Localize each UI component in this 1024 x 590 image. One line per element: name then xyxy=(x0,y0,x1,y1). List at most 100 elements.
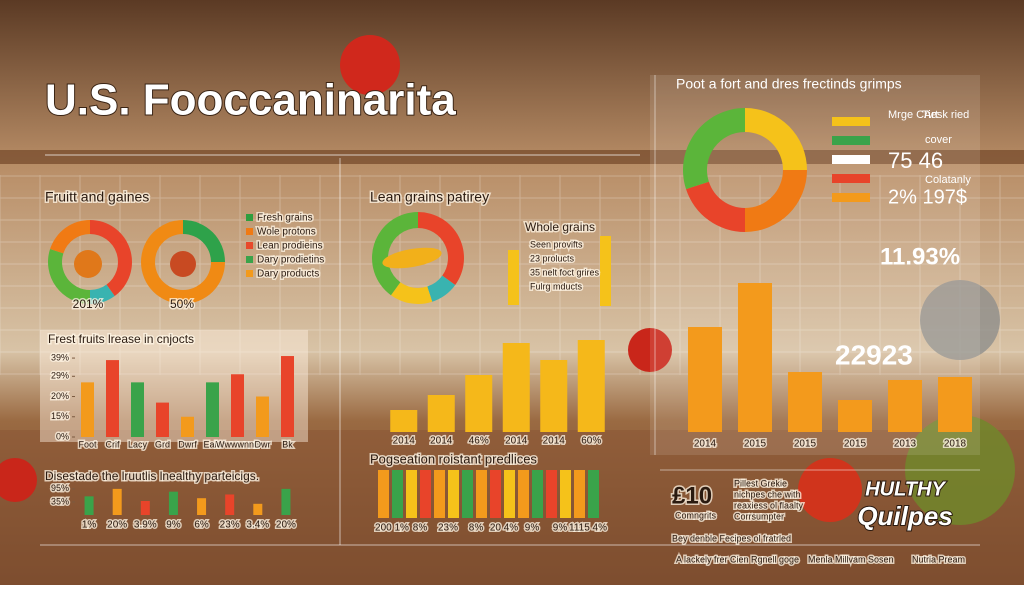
legend-label: Colatanly xyxy=(925,174,971,186)
x-tick-label: 2014 xyxy=(393,436,416,447)
stripe xyxy=(546,470,557,518)
x-tick-label: 2015 xyxy=(844,439,867,450)
legend-swatch xyxy=(832,193,870,202)
label: 201% xyxy=(73,297,104,311)
panel-title: Fruitt and gaines xyxy=(45,189,149,205)
bar xyxy=(156,402,169,437)
x-tick-label: 20 4% xyxy=(490,523,518,534)
bar xyxy=(81,382,94,437)
x-tick-label: 9% xyxy=(166,520,181,531)
decor-bar xyxy=(600,236,611,306)
donut-segment xyxy=(50,220,90,254)
x-tick-label: 23% xyxy=(438,523,458,534)
donut-segment xyxy=(372,212,418,296)
x-tick-label: Bk xyxy=(282,439,293,449)
stripe xyxy=(588,470,599,518)
bar xyxy=(427,395,455,432)
x-tick-label: 3.9% xyxy=(134,520,157,531)
x-tick-label: 46% xyxy=(469,436,489,447)
legend-swatch xyxy=(832,117,870,126)
stripe xyxy=(518,470,529,518)
bar xyxy=(738,283,772,432)
stripe xyxy=(406,470,417,518)
legend-label: Fulrg mducts xyxy=(530,281,583,291)
legend-label: 75 46 xyxy=(888,148,943,173)
blurb: Pillest Grekie xyxy=(734,478,787,488)
x-tick-label: 8% xyxy=(413,523,428,534)
bar xyxy=(106,360,119,437)
legend-swatch xyxy=(832,174,870,183)
x-tick-label: 2014 xyxy=(505,436,528,447)
x-tick-label: 1115 4% xyxy=(569,523,607,534)
stripe xyxy=(574,470,585,518)
legend-swatch xyxy=(832,155,870,164)
x-tick-label: Grd xyxy=(155,439,170,449)
chart-title: Pogseation roistant predlices xyxy=(370,451,537,466)
legend-label: Tiesk ried xyxy=(922,109,969,121)
donut-segment xyxy=(427,275,456,302)
footer-text: Nutria Pream xyxy=(912,554,965,564)
x-tick-label: 2014 xyxy=(543,436,566,447)
y-tick-label: 15% xyxy=(51,411,69,421)
legend-swatch xyxy=(246,242,253,249)
x-tick-label: 20% xyxy=(276,520,296,531)
x-tick-label: 2014 xyxy=(694,439,717,450)
logo: HULTHY xyxy=(865,478,946,500)
bar xyxy=(281,356,294,437)
bar xyxy=(168,491,178,515)
legend-swatch xyxy=(246,270,253,277)
y-tick-label: 39% xyxy=(51,352,69,362)
logo: Quilpes xyxy=(857,501,952,531)
donut-segment xyxy=(90,284,115,304)
stat: 22923 xyxy=(835,339,913,370)
title: U.S. Fooccaninarita xyxy=(45,76,456,125)
legend-swatch xyxy=(832,136,870,145)
bar xyxy=(281,488,291,515)
x-tick-label: 200 1% xyxy=(375,523,409,534)
x-tick-label: 20% xyxy=(107,520,127,531)
x-tick-label: 60% xyxy=(581,436,601,447)
bar xyxy=(502,343,530,432)
legend-label: 23 prolucts xyxy=(530,253,575,263)
stripe xyxy=(378,470,389,518)
icon xyxy=(74,250,102,278)
x-tick-label: Crif xyxy=(106,439,120,449)
footer-text: Menla Millvam Sosen xyxy=(808,554,894,564)
panel-title: Lean grains patirey xyxy=(370,189,489,205)
x-tick-label: Ealo xyxy=(203,439,221,449)
icon xyxy=(170,251,196,277)
tomato xyxy=(798,458,862,522)
legend-label: Fresh grains xyxy=(257,213,313,224)
legend-swatch xyxy=(246,214,253,221)
stat: £10 xyxy=(672,482,712,509)
x-tick-label: 2015 xyxy=(794,439,817,450)
y-tick-label: 20% xyxy=(51,391,69,401)
stripe xyxy=(532,470,543,518)
x-tick-label: 1% xyxy=(82,520,97,531)
subtitle: Whole grains xyxy=(525,220,595,234)
legend-label: 35 nelt foct grires xyxy=(530,267,600,277)
bar xyxy=(253,503,263,515)
x-tick-label: Lacy xyxy=(128,439,148,449)
stripe xyxy=(392,470,403,518)
y-tick-label: 29% xyxy=(51,371,69,381)
tomato xyxy=(628,328,672,372)
legend-label: cover xyxy=(925,134,952,146)
bar xyxy=(577,340,605,432)
legend-label: 2% 197$ xyxy=(888,186,967,208)
donut-segment xyxy=(141,220,225,304)
legend-swatch xyxy=(246,256,253,263)
footer-text: A lackely frer Cien Rgnell goge xyxy=(676,554,799,564)
bar xyxy=(256,396,269,437)
stripe xyxy=(434,470,445,518)
bar xyxy=(938,377,972,432)
legend-label: Lean prodieins xyxy=(257,241,323,252)
x-tick-label: 2018 xyxy=(944,439,967,450)
x-tick-label: 6% xyxy=(194,520,209,531)
bar xyxy=(465,375,493,432)
icon xyxy=(382,247,442,269)
legend-swatch xyxy=(246,228,253,235)
bar xyxy=(788,372,822,432)
x-tick-label: Wwwwnnn xyxy=(216,439,259,449)
